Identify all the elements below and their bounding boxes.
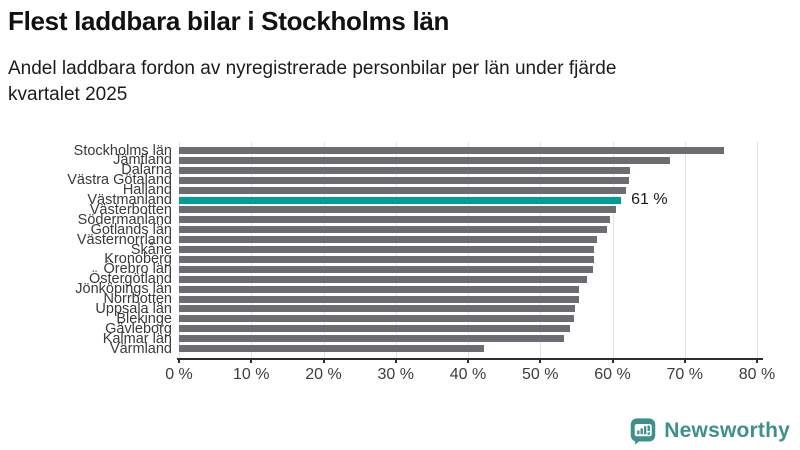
county-label: Västerbotten [89,201,172,218]
x-axis-line [177,358,763,360]
highlight-value-label: 61 % [631,191,668,208]
bar [179,265,593,273]
axis-tick [322,358,325,363]
plot-area: 61 % 0 % 10 % 20 % 30 % 40 % 50 % 60 % 70 % 80 % [165,142,775,383]
axis-tick [539,358,542,363]
county-label: Jönköpings län [75,281,172,298]
bar [179,147,725,154]
page-title: Flest laddbara bilar i Stockholms län [8,6,450,36]
axis-tick [683,358,686,363]
bar [179,246,595,253]
bar [179,295,579,303]
axis-tick-label: 30 % [377,366,414,383]
gridline [612,142,614,358]
axis-tick-label: 40 % [449,366,487,383]
bar [179,166,630,174]
county-label: Södermanland [77,211,172,228]
county-label: Västmanland [87,192,172,208]
bar [179,206,617,214]
county-label: Norrbotten [103,291,172,307]
bar [179,156,671,164]
county-label: Uppsala län [95,300,172,317]
axis-tick [611,358,614,363]
axis-tick-label: 0 % [165,366,193,383]
bar [179,186,627,194]
axis-tick [394,358,397,363]
bar [179,275,588,283]
axis-tick-label: 50 % [522,366,559,383]
axis-tick [178,358,180,363]
county-label: Dalarna [121,162,172,179]
county-label: Örebro län [103,261,172,278]
bar [179,236,597,244]
county-labels: Stockholms län Jämtland Dalarna Västra Göta… [0,142,172,358]
bar [179,255,594,263]
bar-chart: Stockholms län Jämtland Dalarna Västra Göta… [0,142,800,402]
highlighted-bar [179,196,622,204]
axis-tick-label: 20 % [305,366,342,383]
bar [179,176,630,184]
subtitle-line-2: kvartalet 2025 [8,84,128,105]
bar [179,345,484,352]
brand-name: Newsworthy [664,419,790,442]
bar [179,216,611,224]
county-label: Östergötland [88,271,172,288]
bar [179,285,580,293]
county-label: Halland [122,182,172,199]
axis-tick [250,358,253,363]
county-label: Kronoberg [104,251,172,268]
county-label: Gävleborg [105,320,172,337]
axis-tick-label: 60 % [594,366,631,383]
gridline [684,142,686,358]
county-label: Blekinge [116,310,172,327]
county-label: Kalmar län [102,330,172,347]
brand-footer: Newsworthy [629,417,790,445]
county-label: Stockholms län [73,142,172,159]
county-label: Jämtland [113,152,172,169]
page-subtitle: Andel laddbara fordon av nyregistrerade … [8,56,616,108]
bar [179,315,575,323]
bar [179,305,575,313]
axis-tick-label: 10 % [233,366,270,383]
axis-tick-label: 80 % [738,366,776,383]
newsworthy-logo-icon [631,418,656,445]
county-label: Västernorrland [76,231,172,248]
county-label: Gotlands län [90,221,172,238]
bar [179,226,608,234]
bar [179,335,565,343]
county-label: Västra Götaland [67,172,172,189]
bar [179,325,570,333]
subtitle-line-1: Andel laddbara fordon av nyregistrerade … [8,58,617,79]
axis-tick-label: 70 % [666,366,703,383]
gridline [757,142,758,358]
axis-tick [756,358,758,363]
county-label: Skåne [130,241,172,258]
axis-tick [467,358,469,363]
county-label: Värmland [109,340,172,357]
